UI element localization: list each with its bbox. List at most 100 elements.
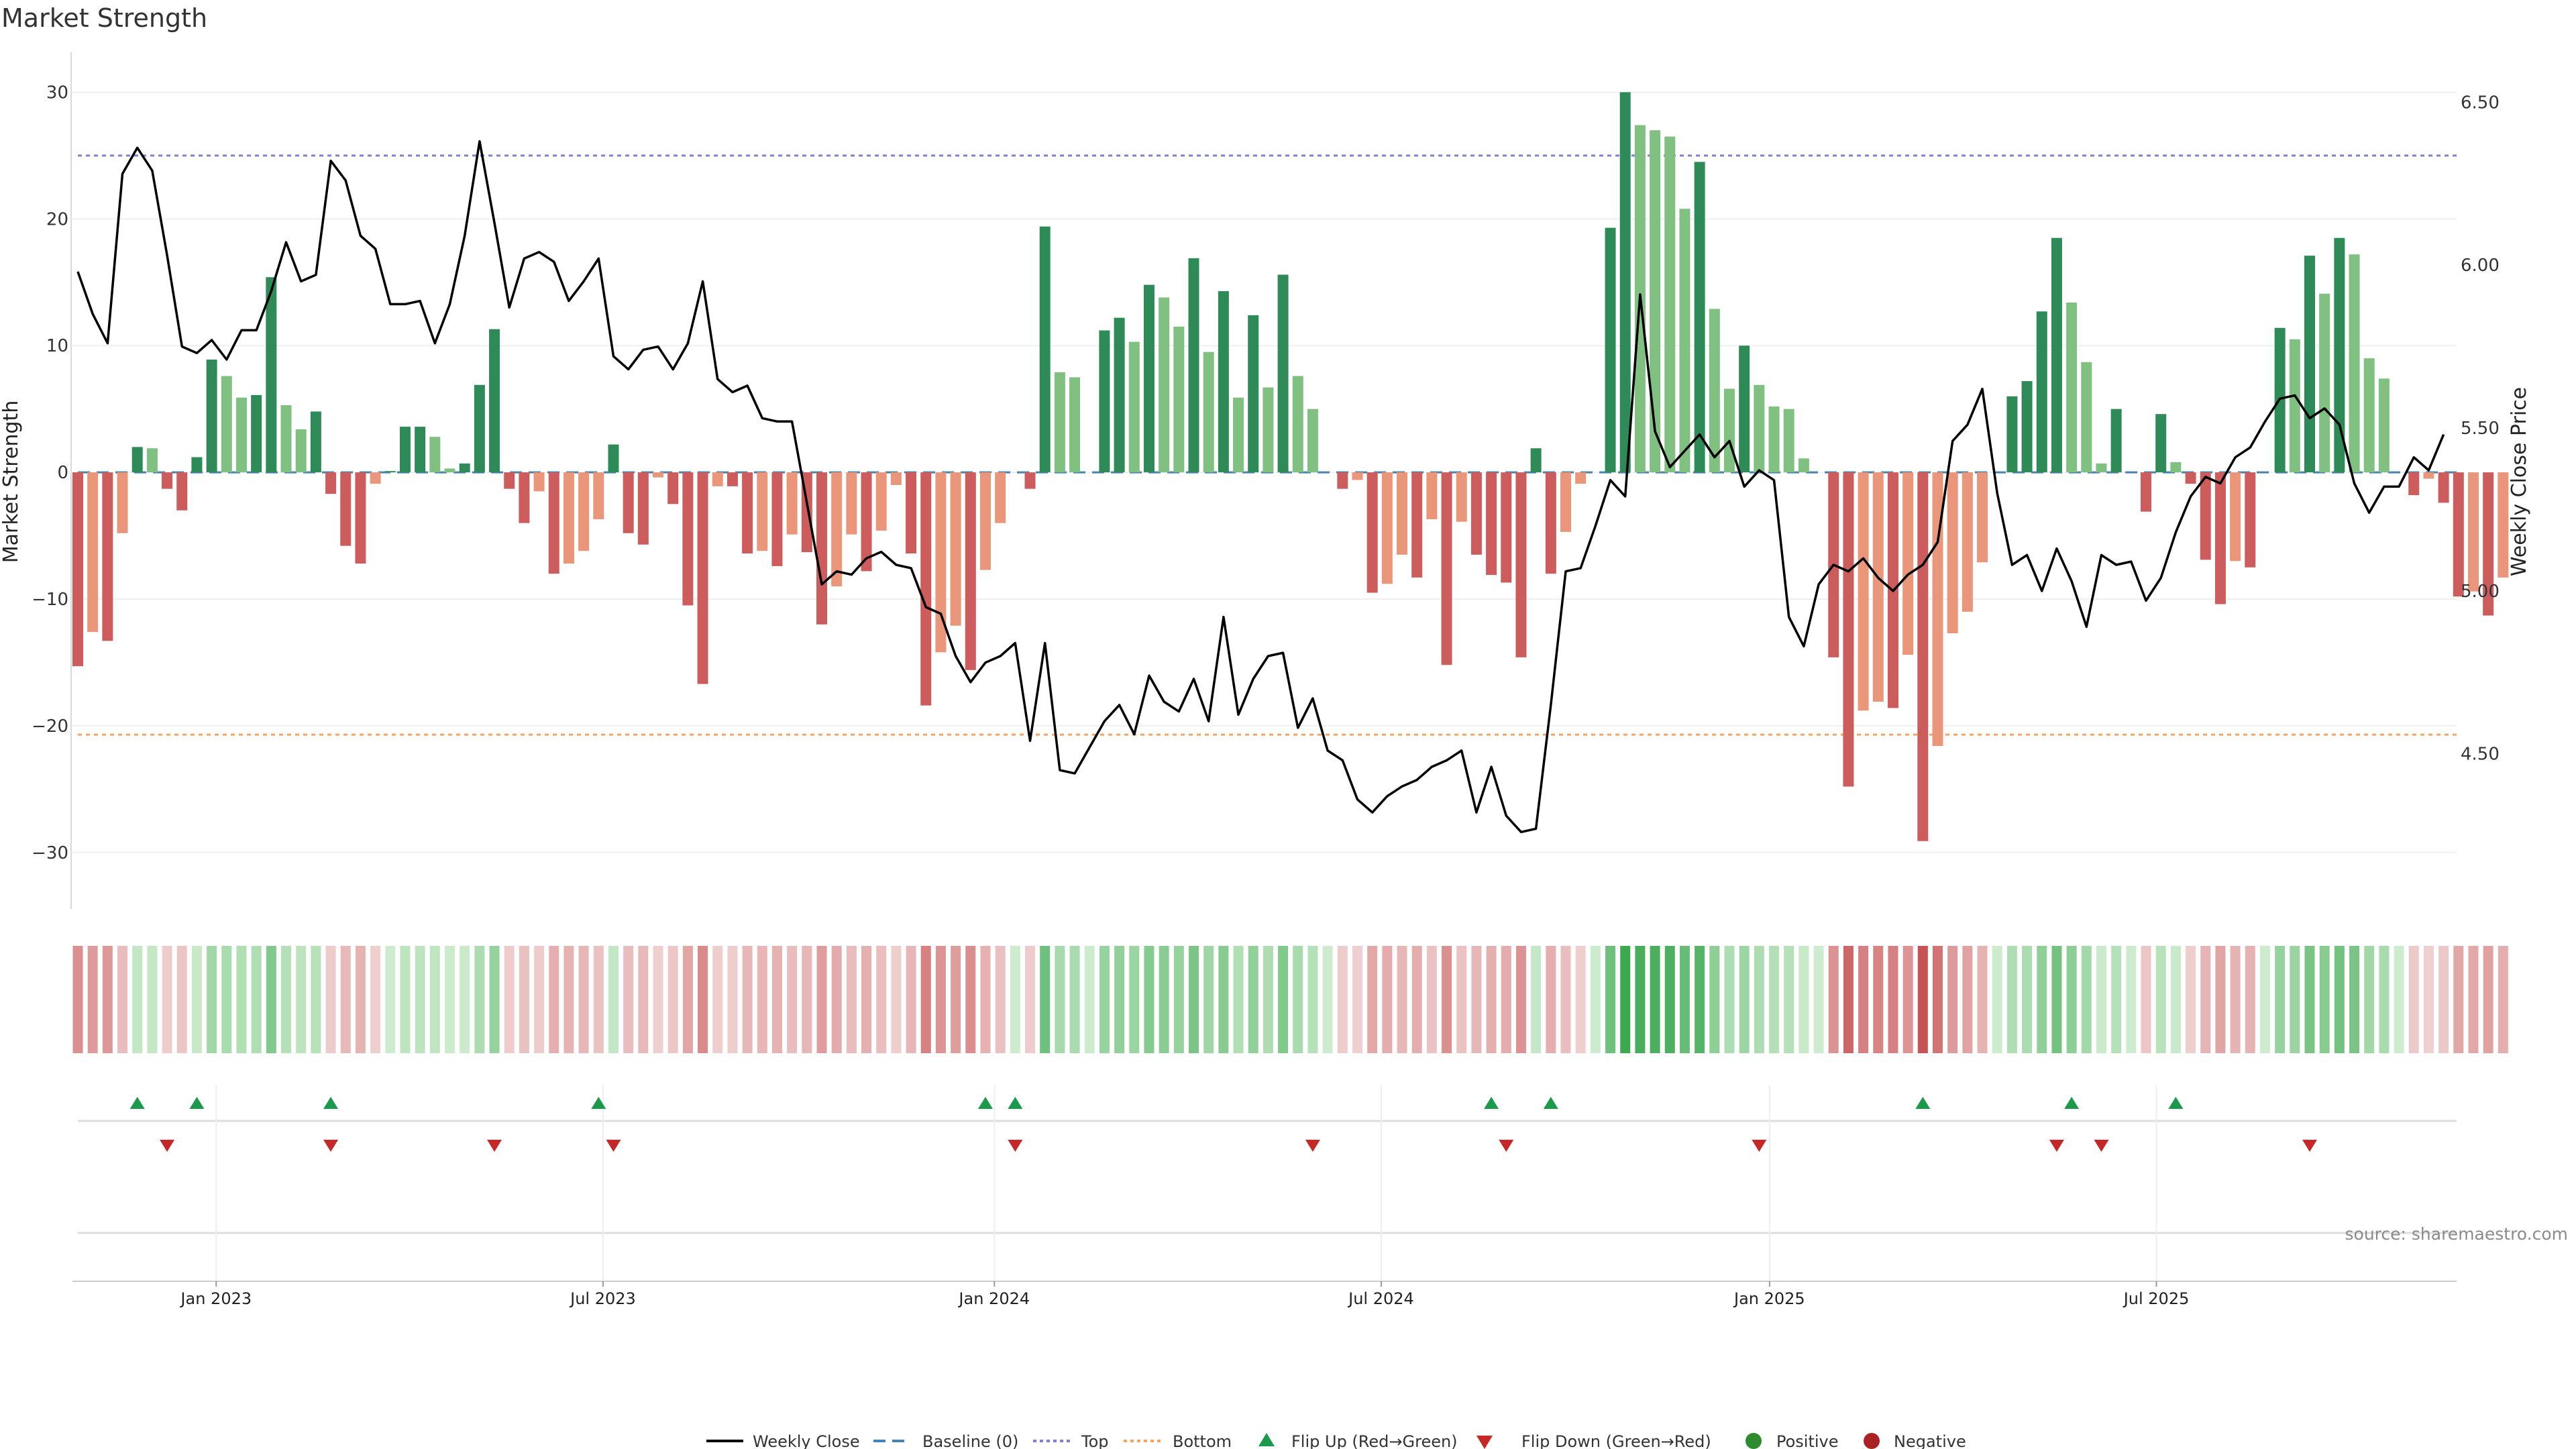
heat-cell <box>1813 946 1824 1053</box>
strength-bar <box>1679 209 1690 473</box>
y-tick-label: 30 <box>46 83 68 103</box>
heat-cell <box>2408 946 2419 1053</box>
flip-down-marker <box>323 1140 339 1152</box>
heat-cell <box>653 946 663 1053</box>
strength-bar <box>1099 330 1110 473</box>
legend-item-bottom: Bottom <box>1124 1432 1232 1449</box>
strength-bar <box>1114 317 1125 473</box>
strength-bar <box>519 472 530 523</box>
heat-cell <box>2453 946 2464 1053</box>
heat-cell <box>1040 946 1051 1053</box>
strength-bar <box>1337 472 1348 489</box>
flip-up-marker <box>591 1097 606 1109</box>
strength-bar <box>2096 463 2107 473</box>
strength-bar <box>355 472 366 564</box>
strength-bar <box>2319 293 2330 473</box>
strength-bar <box>1292 376 1303 473</box>
heat-cell <box>1203 946 1214 1053</box>
heat-cell <box>1471 946 1482 1053</box>
strength-bar <box>1456 472 1467 522</box>
flip-up-marker <box>323 1097 339 1109</box>
strength-bar <box>2066 303 2078 473</box>
heat-cell <box>1933 946 1943 1053</box>
source-note: source: sharemaestro.com <box>2345 1224 2569 1244</box>
strength-bar <box>2230 472 2241 561</box>
heat-cell <box>1917 946 1928 1053</box>
heat-cell <box>2037 946 2047 1053</box>
heat-cell <box>236 946 247 1053</box>
strength-bar <box>399 427 411 473</box>
strength-bar <box>1947 472 1958 633</box>
triangle-up-icon <box>1258 1433 1275 1446</box>
heat-cell <box>1055 946 1065 1053</box>
strength-bar <box>578 472 590 551</box>
heat-cell <box>2141 946 2151 1053</box>
strength-bar <box>2141 472 2152 512</box>
heat-cell <box>296 946 307 1053</box>
heat-cell <box>1947 946 1958 1053</box>
heat-cell <box>1888 946 1898 1053</box>
strength-bar <box>206 360 217 473</box>
heat-cell <box>1515 946 1526 1053</box>
heat-cell <box>1620 946 1631 1053</box>
heat-cell <box>1560 946 1571 1053</box>
heat-cell <box>429 946 440 1053</box>
heat-cell <box>2081 946 2092 1053</box>
strength-bar <box>251 394 262 473</box>
heat-cell <box>1099 946 1110 1053</box>
heat-cell <box>1858 946 1869 1053</box>
legend-label-weekly-close: Weekly Close <box>753 1432 860 1449</box>
heat-cell <box>2200 946 2211 1053</box>
heat-cell <box>2394 946 2404 1053</box>
heat-cell <box>2126 946 2137 1053</box>
strength-bar <box>950 472 961 626</box>
strength-bar <box>727 472 738 486</box>
strength-bar <box>831 472 843 587</box>
heat-cell <box>593 946 604 1053</box>
strength-bar <box>2200 472 2211 560</box>
heat-cell <box>1799 946 1809 1053</box>
strength-bar <box>965 472 976 670</box>
strength-bar <box>2185 472 2196 484</box>
strength-bar <box>384 471 396 473</box>
y2-tick-label: 5.00 <box>2461 582 2500 602</box>
strength-bar <box>1159 297 1170 473</box>
heat-cell <box>1173 946 1184 1053</box>
strength-bar <box>742 472 753 553</box>
heat-cell <box>1754 946 1764 1053</box>
strength-bar <box>1783 409 1794 473</box>
heat-cell <box>460 946 470 1053</box>
heat-cell <box>2379 946 2390 1053</box>
heat-cell <box>251 946 262 1053</box>
heat-cell <box>920 946 931 1053</box>
strength-bar <box>935 472 947 653</box>
heat-cell <box>2483 946 2493 1053</box>
heat-cell <box>1784 946 1794 1053</box>
heat-cell <box>1664 946 1675 1053</box>
heat-cell <box>2275 946 2286 1053</box>
strength-bar <box>459 463 470 473</box>
strength-bar <box>131 447 143 473</box>
heat-cell <box>1873 946 1884 1053</box>
heat-cell <box>1828 946 1839 1053</box>
strength-bar <box>682 472 694 606</box>
strength-bar <box>979 472 991 570</box>
heat-cell <box>72 946 83 1053</box>
heat-cell <box>1159 946 1169 1053</box>
heat-cell <box>1307 946 1318 1053</box>
legend-label-flip-down: Flip Down (Green→Red) <box>1521 1432 1711 1449</box>
heat-cell <box>757 946 767 1053</box>
heat-cell <box>2349 946 2360 1053</box>
heat-cell <box>176 946 187 1053</box>
heat-cell <box>1531 946 1542 1053</box>
strength-bar <box>771 472 783 566</box>
strength-bar <box>117 472 128 533</box>
heat-cell <box>1769 946 1780 1053</box>
heat-cell <box>2155 946 2166 1053</box>
strength-bar <box>593 472 604 519</box>
heat-cell <box>1367 946 1378 1053</box>
strength-bar <box>1128 341 1140 473</box>
legend-item-flip-down: Flip Down (Green→Red) <box>1477 1432 1711 1449</box>
heat-cell <box>2364 946 2375 1053</box>
strength-bar <box>637 472 649 545</box>
